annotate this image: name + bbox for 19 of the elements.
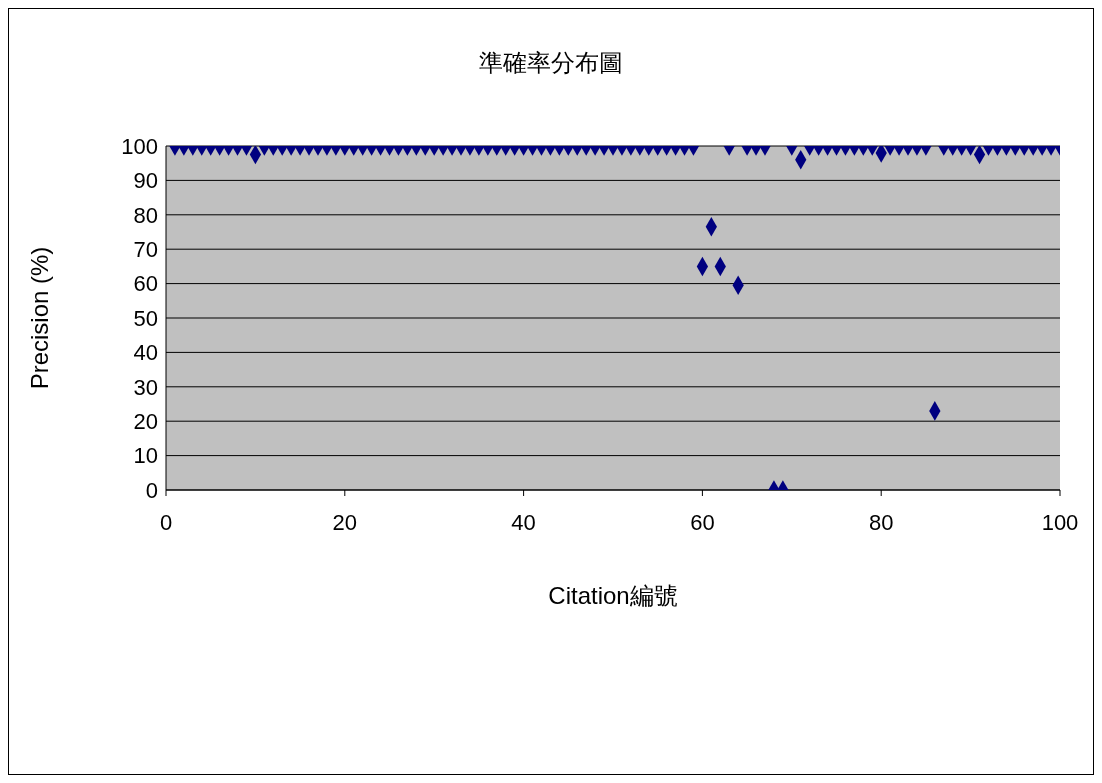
x-tick-label: 60 [690,509,715,535]
y-tick-label: 70 [133,237,158,263]
chart-title: 準確率分布圖 [478,48,624,78]
y-tick-label: 20 [133,409,158,435]
x-tick-label: 40 [511,509,536,535]
y-tick-label: 50 [133,305,158,331]
y-tick-label: 30 [133,374,158,400]
y-tick-label: 90 [133,168,158,194]
y-tick-label: 100 [121,133,158,159]
y-axis-title: Precision (%) [25,246,53,390]
x-tick-label: 20 [332,509,358,535]
y-tick-label: 0 [145,477,158,503]
x-tick-label: 100 [1041,509,1079,535]
y-tick-label: 40 [133,340,158,366]
x-axis-title: Citation編號 [548,582,678,609]
y-tick-label: 60 [133,271,158,297]
x-tick-label: 80 [868,509,894,535]
y-tick-label: 80 [133,202,158,228]
y-tick-label: 10 [133,443,158,469]
